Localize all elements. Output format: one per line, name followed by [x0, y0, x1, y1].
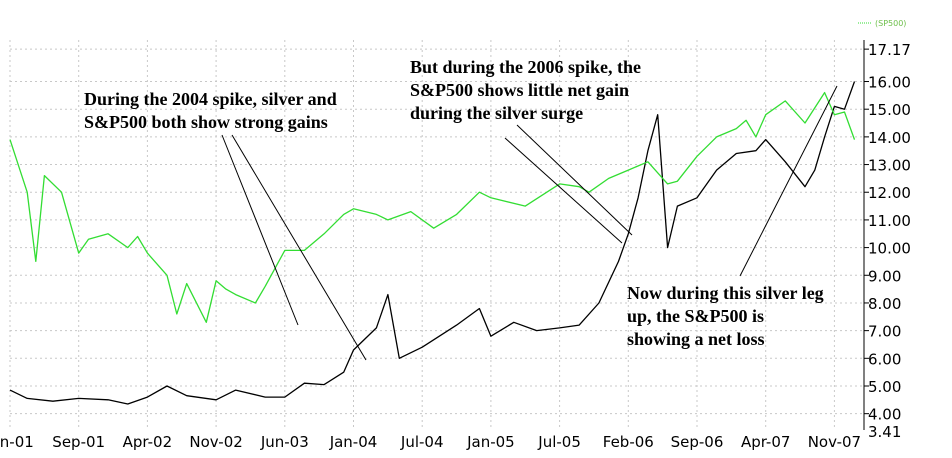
y-tick-label: 6.00 — [868, 350, 901, 368]
annotation-line: showing a net loss — [627, 329, 765, 349]
series-line-SP500 — [9, 91, 856, 323]
y-tick-label: 7.00 — [868, 323, 901, 341]
y-tick-label: 14.00 — [868, 129, 911, 147]
annotation-line: During the 2004 spike, silver and — [84, 89, 337, 109]
legend-label: (SP500) — [875, 19, 906, 28]
annotation-line: up, the S&P500 is — [627, 306, 764, 326]
x-tick-label: Nov-02 — [189, 433, 242, 451]
x-tick-label: Nov-07 — [808, 433, 861, 451]
series-layer — [9, 81, 856, 405]
x-tick-label: Jan-05 — [466, 433, 515, 451]
series-line-silver — [9, 81, 856, 405]
y-tick-label: 4.00 — [868, 406, 901, 424]
y-tick-label: 15.00 — [868, 101, 911, 119]
annotation-leader — [739, 85, 838, 277]
y-tick-label: 5.00 — [868, 378, 901, 396]
annotation-line: during the silver surge — [410, 103, 583, 123]
annotation-leader — [504, 137, 623, 244]
x-tick-label: Apr-02 — [123, 433, 173, 451]
annotation-leader-lines — [221, 85, 838, 361]
y-tick-label: 9.00 — [868, 267, 901, 285]
x-tick-label: Jun-03 — [260, 433, 309, 451]
grid-layer — [9, 40, 864, 430]
y-tick-label: 10.00 — [868, 240, 911, 258]
x-axis-ticks: Jan-01 Sep-01 Apr-02 Nov-02 Jun-03 Jan-04 Jul-… — [0, 433, 861, 451]
x-tick-label: Jan-04 — [329, 433, 378, 451]
annotation-leader — [221, 134, 299, 326]
annotation-line: Now during this silver leg — [627, 283, 824, 303]
annotation-leader — [231, 134, 367, 361]
annotation-line: But during the 2006 spike, the — [410, 57, 641, 77]
y-tick-label: 11.00 — [868, 212, 911, 230]
y-min-label: 3.41 — [868, 423, 901, 441]
y-tick-label: 17.17 — [868, 41, 911, 59]
legend: (SP500) — [858, 19, 906, 28]
y-tick-label: 8.00 — [868, 295, 901, 313]
y-axis-ticks: 4.00 5.00 6.00 7.00 8.00 9.00 10.00 11.00 12.00 1… — [864, 41, 911, 441]
x-tick-label: Feb-06 — [603, 433, 654, 451]
x-tick-label: Sep-06 — [671, 433, 724, 451]
y-tick-label: 12.00 — [868, 184, 911, 202]
annotation-layer: During the 2004 spike, silver and S&P500 … — [84, 57, 824, 349]
x-tick-label: Apr-07 — [741, 433, 791, 451]
x-tick-label: Jul-05 — [537, 433, 581, 451]
x-tick-label: Jul-04 — [400, 433, 444, 451]
x-tick-label: Sep-01 — [52, 433, 105, 451]
annotation-line: S&P500 shows little net gain — [410, 80, 629, 100]
annotation-leader — [516, 124, 633, 236]
annotation-line: S&P500 both show strong gains — [84, 112, 328, 132]
y-tick-label: 13.00 — [868, 157, 911, 175]
x-tick-label: Jan-01 — [0, 433, 34, 451]
y-tick-label: 16.00 — [868, 74, 911, 92]
